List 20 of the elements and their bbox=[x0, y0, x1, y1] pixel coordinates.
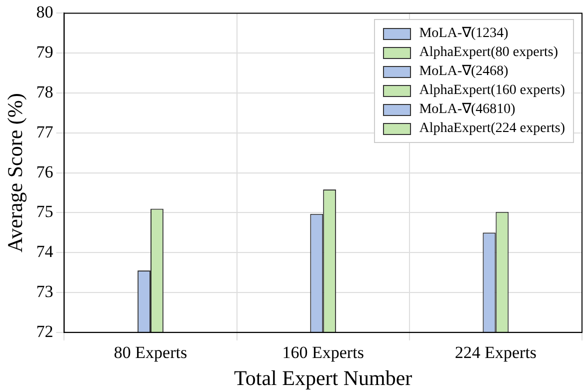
y-tick-label: 79 bbox=[36, 42, 54, 62]
y-axis-title: Average Score (%) bbox=[3, 93, 28, 252]
y-tick-label: 72 bbox=[36, 322, 54, 341]
legend-label: MoLA-∇(46810) bbox=[419, 101, 516, 120]
legend-label: AlphaExpert(160 experts) bbox=[419, 82, 565, 100]
y-tick-label: 80 bbox=[36, 2, 54, 22]
y-tick-label: 76 bbox=[36, 162, 54, 182]
y-tick-label: 75 bbox=[36, 202, 54, 222]
x-axis-title: Total Expert Number bbox=[234, 366, 412, 390]
legend-label: MoLA-∇(2468) bbox=[419, 63, 508, 82]
y-tick-label: 73 bbox=[36, 282, 54, 301]
legend-label: AlphaExpert(224 experts) bbox=[419, 120, 565, 138]
y-tick-label: 74 bbox=[36, 242, 54, 262]
y-tick-label: 78 bbox=[36, 82, 54, 102]
y-tick-label: 77 bbox=[36, 122, 54, 142]
legend-label: AlphaExpert(80 experts) bbox=[419, 44, 558, 62]
x-tick-label: 80 Experts bbox=[114, 343, 188, 362]
x-tick-label: 224 Experts bbox=[454, 343, 537, 362]
legend-label: MoLA-∇(1234) bbox=[419, 25, 508, 44]
x-tick-label: 160 Experts bbox=[282, 343, 364, 362]
